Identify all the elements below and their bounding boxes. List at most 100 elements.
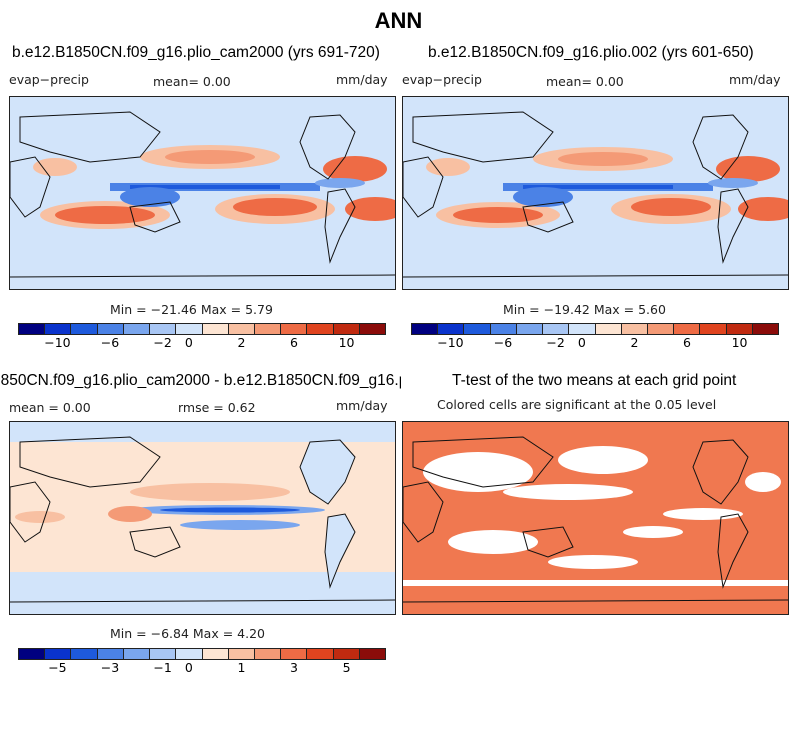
colorbar-tick-label: 1 [237, 660, 246, 675]
colorbar-cell [307, 649, 334, 659]
panel2-arabian-band [426, 158, 470, 176]
panel4-nonsig-se-pacific [623, 526, 683, 538]
colorbar-cell [97, 649, 124, 659]
colorbar-tick-label: −10 [44, 335, 71, 350]
panel2-background [403, 97, 788, 289]
panel4-nonsig-e-pacific [663, 508, 743, 520]
panel2-mean-label: mean= 0.00 [546, 74, 624, 89]
panel2-s-indian-core [453, 207, 543, 223]
panel2-warm-pool [513, 187, 573, 207]
panel1-eurasia-outline [19, 111, 161, 163]
colorbar-tick-label: −6 [493, 335, 513, 350]
panel4-map [402, 421, 789, 615]
panel2-stats: Min = −19.42 Max = 5.60 [503, 302, 666, 317]
colorbar-tick-label: 0 [184, 335, 193, 350]
panel4-antarctica-outline [403, 599, 788, 603]
panel1-africa-outline [10, 156, 51, 218]
panel2-s-atlantic-core [738, 197, 788, 221]
panel3-colorbar [18, 648, 386, 660]
panel1-arabian-band [33, 158, 77, 176]
colorbar-cell [19, 649, 46, 659]
colorbar-cell [254, 324, 282, 334]
colorbar-cell [333, 324, 360, 334]
colorbar-cell [516, 324, 544, 334]
panel3-units-label: mm/day [336, 398, 388, 413]
panel3-stats: Min = −6.84 Max = 4.20 [110, 626, 265, 641]
colorbar-tick-label: 6 [290, 335, 298, 350]
panel3-title: b.e12.B1850CN.f09_g16.plio_cam2000 - b.e… [0, 372, 401, 389]
colorbar-cell [123, 324, 151, 334]
colorbar-cell [150, 324, 177, 334]
panel1-s-atlantic-core [345, 197, 395, 221]
colorbar-tick-label: 3 [290, 660, 298, 675]
panel2-s-america-outline [717, 188, 749, 264]
panel1-australia-outline [129, 201, 181, 233]
panel3-warm-pool-pos [108, 506, 152, 522]
panel3-map [9, 421, 396, 615]
main-title: ANN [374, 8, 423, 33]
colorbar-cell [700, 324, 727, 334]
colorbar-tick-label: −5 [48, 660, 67, 675]
colorbar-tick-label: 2 [237, 335, 246, 350]
colorbar-cell [412, 324, 439, 334]
panel2-map-plot [403, 97, 788, 289]
panel1-atlantic-itcz [315, 178, 365, 188]
panel3-indian-pos [15, 511, 65, 523]
colorbar-cell [464, 324, 491, 334]
panel4-nonsig-s-indian [448, 530, 538, 554]
colorbar-cell [123, 649, 151, 659]
panel1-map [9, 96, 396, 290]
colorbar-tick-label: −6 [100, 335, 120, 350]
panel4-nonsig-asia [423, 452, 533, 492]
colorbar-cell [674, 324, 701, 334]
panel3-s-pacific-neg [180, 520, 300, 530]
panel3-s-america-outline [324, 513, 356, 589]
colorbar-cell [254, 649, 282, 659]
colorbar-cell [202, 649, 229, 659]
colorbar-cell [490, 324, 517, 334]
panel2-n-america-outline [692, 114, 749, 180]
colorbar-tick-label: 10 [338, 335, 355, 350]
panel4-title: T-test of the two means at each grid poi… [452, 372, 737, 389]
panel4-eurasia-outline [412, 436, 554, 488]
panel1-n-pacific-core [165, 150, 255, 164]
colorbar-tick-label: 0 [577, 335, 586, 350]
colorbar-cell [176, 649, 203, 659]
panel3-southern-band [10, 572, 395, 614]
panel4-nonsig-subtropics [503, 484, 633, 500]
panel3-antarctica-outline [10, 599, 395, 603]
colorbar-tick-label: 2 [630, 335, 639, 350]
colorbar-cell [228, 649, 255, 659]
colorbar-cell [726, 324, 753, 334]
colorbar-cell [333, 649, 360, 659]
panel1-units-label: mm/day [336, 72, 388, 87]
panel2-title: b.e12.B1850CN.f09_g16.plio.002 (yrs 601-… [428, 44, 754, 61]
colorbar-cell [202, 324, 229, 334]
panel2-se-pacific-core [631, 198, 711, 216]
colorbar-cell [71, 649, 98, 659]
panel2-variable-label: evap−precip [402, 72, 482, 87]
panel3-n-pacific-pos [130, 483, 290, 501]
panel2-atlantic-itcz [708, 178, 758, 188]
panel1-variable-label: evap−precip [9, 72, 89, 87]
colorbar-tick-label: −3 [100, 660, 120, 675]
panel2-units-label: mm/day [729, 72, 781, 87]
colorbar-cell [647, 324, 675, 334]
panel1-s-indian-core [55, 206, 155, 224]
panel4-map-plot [403, 422, 788, 614]
colorbar-cell [438, 324, 465, 334]
panel4-africa-outline [403, 481, 444, 543]
panel1-itcz-core [130, 185, 280, 189]
colorbar-tick-label: 5 [342, 660, 351, 675]
panel4-nonsig-s-pacific [548, 555, 638, 569]
panel4-australia-outline [522, 526, 574, 558]
panel1-map-plot [10, 97, 395, 289]
panel1-antarctica-outline [10, 274, 395, 278]
panel3-equatorial-core [160, 507, 300, 513]
panel4-subtitle: Colored cells are significant at the 0.0… [437, 397, 717, 412]
colorbar-cell [595, 324, 622, 334]
panel3-mean-label: mean = 0.00 [9, 400, 91, 415]
colorbar-cell [281, 649, 308, 659]
panel2-colorbar-ticks: −10 −6 −2 0 2 6 10 [411, 335, 779, 351]
panel1-colorbar [18, 323, 386, 335]
